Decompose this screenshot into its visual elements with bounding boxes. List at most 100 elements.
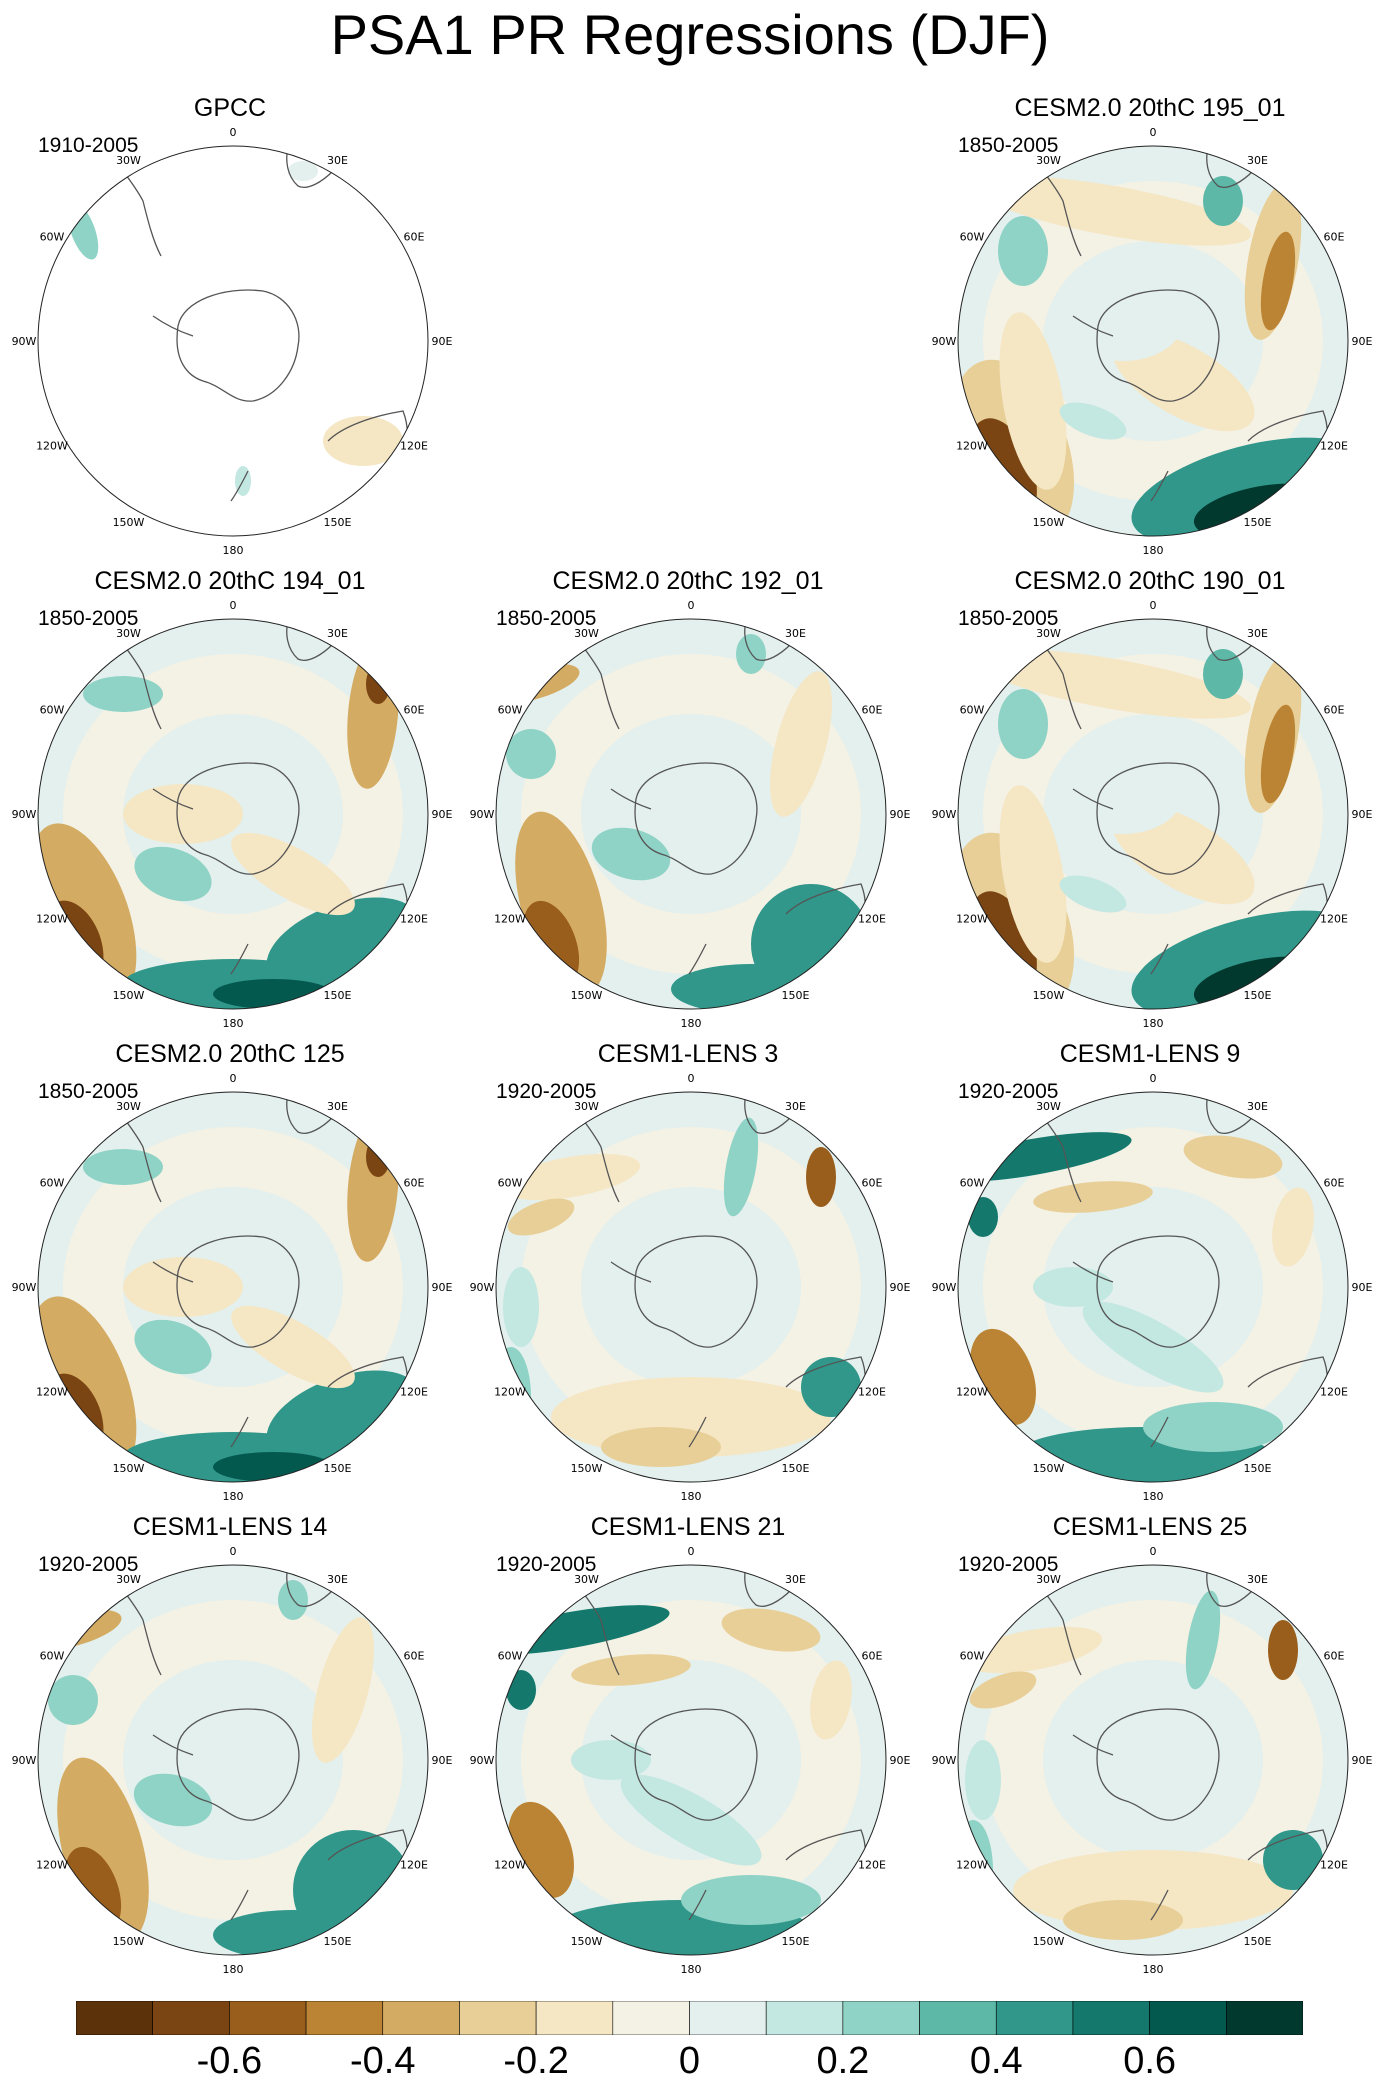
colorbar-tick-labels: -0.6 -0.4 -0.2 0 0.2 0.4 0.6 — [76, 2040, 1303, 2086]
lon-label: 180 — [1143, 1963, 1164, 1976]
lon-label: 120W — [956, 440, 988, 453]
lon-label: 90E — [1352, 808, 1373, 821]
lon-label: 180 — [1143, 544, 1164, 557]
lon-label: 0 — [230, 126, 237, 139]
lon-label: 120E — [858, 1386, 886, 1399]
lon-label: 180 — [223, 1963, 244, 1976]
panel-title: CESM1-LENS 3 — [597, 1040, 779, 1068]
lon-label: 150E — [782, 1935, 810, 1948]
panel-title: CESM2.0 20thC 125 — [115, 1040, 345, 1068]
lon-label: 30W — [116, 1100, 141, 1113]
lon-label: 30E — [1247, 627, 1268, 640]
lon-label: 120W — [494, 1859, 526, 1872]
lon-label: 30W — [1036, 1100, 1061, 1113]
lon-label: 30W — [574, 1573, 599, 1586]
lon-label: 60E — [1324, 231, 1345, 244]
lon-label: 60E — [404, 1177, 425, 1190]
lon-label: 30E — [327, 1573, 348, 1586]
lon-label: 150W — [113, 1935, 145, 1948]
panel-title: CESM1-LENS 9 — [1059, 1040, 1241, 1068]
figure-title: PSA1 PR Regressions (DJF) — [330, 3, 1050, 66]
lon-label: 120E — [858, 1859, 886, 1872]
lon-label: 90E — [890, 1754, 911, 1767]
panel-gpcc: 0 30E 60E 90E 120E 150E 180 150W 120W 90W 60W 30W GP… — [0, 0, 460, 557]
lon-label: 120E — [1320, 1859, 1348, 1872]
colorbar-tick-label: -0.4 — [350, 2040, 416, 2082]
colorbar-swatch — [535, 2001, 614, 2035]
lon-label: 60W — [498, 704, 523, 717]
panel-years: 1920-2005 — [496, 1553, 597, 1576]
panel-years: 1850-2005 — [496, 607, 597, 630]
lon-label: 90W — [12, 335, 37, 348]
lon-label: 90W — [932, 1754, 957, 1767]
polar-map: 0 30E 60E 90E 120E 150E 180 150W 120W 90W 60W 30W — [932, 599, 1373, 1030]
lon-label: 0 — [230, 599, 237, 612]
panel-years: 1850-2005 — [958, 607, 1059, 630]
colorbar-swatch — [1149, 2001, 1227, 2035]
regression-field — [38, 146, 428, 536]
lon-label: 60W — [40, 1650, 65, 1663]
lon-label: 0 — [1150, 1072, 1157, 1085]
lon-label: 150W — [1033, 516, 1065, 529]
lon-label: 120W — [36, 1386, 68, 1399]
panel-lens-14: 0 30E 60E 90E 120E 150E 180 150W 120W 90W 60W 30W CE… — [0, 1419, 460, 1976]
colorbar-tick-label: 0.6 — [1123, 2040, 1177, 2082]
panel-lens-25: 0 30E 60E 90E 120E 150E 180 150W 120W 90W 60W 30W CE… — [920, 1419, 1380, 1976]
colorbar-swatch — [459, 2001, 537, 2035]
colorbar-swatch — [612, 2001, 690, 2035]
panel-title: CESM2.0 20thC 195_01 — [1014, 94, 1286, 122]
lon-label: 90W — [470, 1281, 495, 1294]
lon-label: 150E — [1244, 516, 1272, 529]
colorbar — [76, 2001, 1303, 2035]
lon-label: 30W — [116, 627, 141, 640]
lon-label: 90E — [890, 808, 911, 821]
lon-label: 180 — [223, 1490, 244, 1503]
polar-map: 0 30E 60E 90E 120E 150E 180 150W 120W 90W 60W 30W — [932, 126, 1373, 557]
lon-label: 180 — [681, 1490, 702, 1503]
lon-label: 150W — [1033, 989, 1065, 1002]
lon-label: 90E — [1352, 1754, 1373, 1767]
lon-label: 150E — [782, 1462, 810, 1475]
lon-label: 150W — [113, 1462, 145, 1475]
colorbar-swatch — [919, 2001, 997, 2035]
lon-label: 180 — [1143, 1017, 1164, 1030]
lon-label: 150E — [1244, 1935, 1272, 1948]
panel-title: CESM2.0 20thC 192_01 — [552, 567, 824, 595]
lon-label: 90W — [12, 808, 37, 821]
regression-field — [958, 1565, 1348, 1955]
lon-label: 120E — [400, 440, 428, 453]
lon-label: 120E — [858, 913, 886, 926]
panel-cesm2-125: 0 30E 60E 90E 120E 150E 180 150W 120W 90W 60W 30W CE… — [0, 946, 460, 1503]
polar-map: 0 30E 60E 90E 120E 150E 180 150W 120W 90W 60W 30W — [932, 1545, 1373, 1976]
panel-years: 1850-2005 — [38, 1080, 139, 1103]
lon-label: 90W — [470, 1754, 495, 1767]
lon-label: 0 — [230, 1545, 237, 1558]
lon-label: 120W — [956, 1859, 988, 1872]
lon-label: 90W — [932, 335, 957, 348]
lon-label: 60W — [40, 231, 65, 244]
regression-field — [958, 146, 1348, 536]
panel-years: 1850-2005 — [38, 607, 139, 630]
panel-title: CESM1-LENS 21 — [590, 1513, 786, 1541]
lon-label: 180 — [681, 1017, 702, 1030]
lon-label: 60W — [498, 1177, 523, 1190]
lon-label: 180 — [681, 1963, 702, 1976]
lon-label: 0 — [230, 1072, 237, 1085]
colorbar-tick-label: -0.2 — [503, 2040, 569, 2082]
panel-cesm2-192: 0 30E 60E 90E 120E 150E 180 150W 120W 90W 60W 30W CE… — [458, 473, 918, 1030]
polar-map: 0 30E 60E 90E 120E 150E 180 150W 120W 90W 60W 30W — [12, 1072, 453, 1503]
lon-label: 30E — [785, 1100, 806, 1113]
lon-label: 120E — [400, 913, 428, 926]
lon-label: 150W — [113, 516, 145, 529]
lon-label: 60W — [498, 1650, 523, 1663]
lon-label: 60W — [960, 1177, 985, 1190]
colorbar-swatch — [842, 2001, 920, 2035]
lon-label: 150E — [324, 516, 352, 529]
panel-title: CESM2.0 20thC 190_01 — [1014, 567, 1286, 595]
lon-label: 30E — [1247, 1573, 1268, 1586]
lon-label: 60E — [862, 1650, 883, 1663]
regression-field — [38, 619, 428, 1009]
regression-field — [38, 1565, 428, 1955]
lon-label: 120W — [956, 913, 988, 926]
lon-label: 150E — [324, 1935, 352, 1948]
